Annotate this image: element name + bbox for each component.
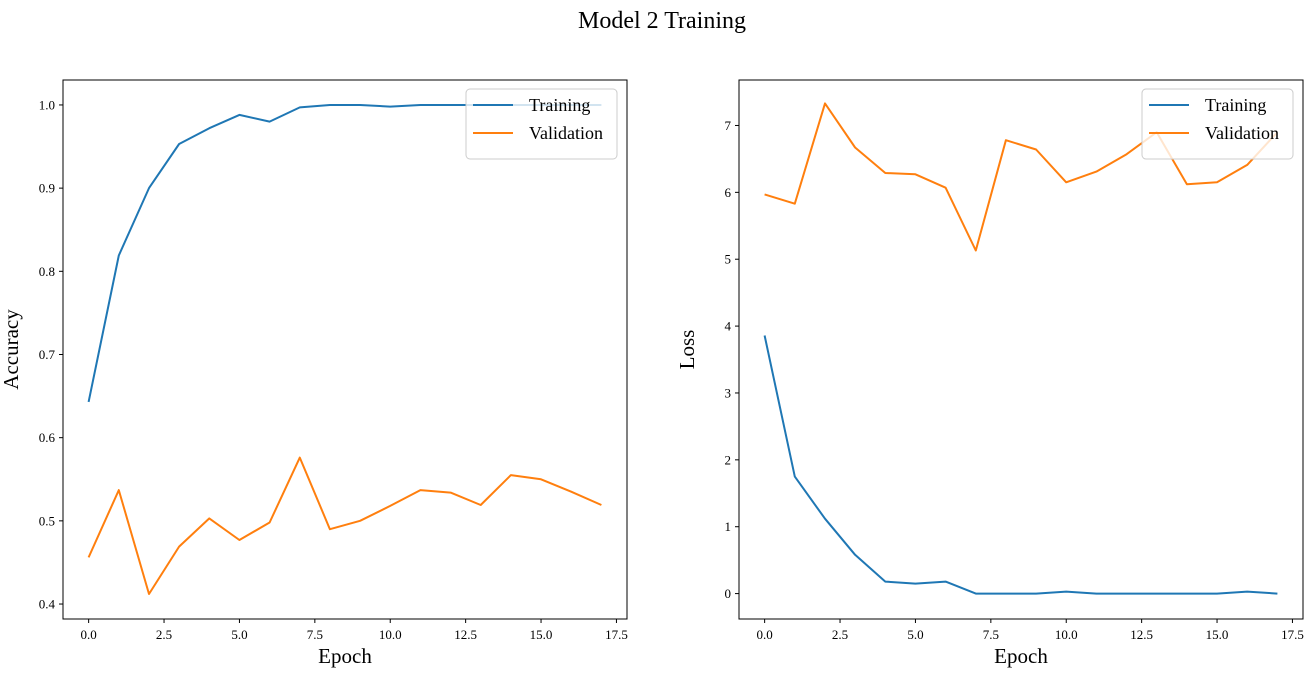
loss-x-tick-label: 7.5 <box>983 627 999 642</box>
accuracy-y-tick-label: 0.9 <box>39 181 55 196</box>
loss-series-validation-line <box>764 102 1279 252</box>
accuracy-y-tick-label: 0.5 <box>39 513 55 528</box>
accuracy-plot-frame <box>62 79 628 620</box>
loss-x-axis-label: Epoch <box>994 644 1048 668</box>
loss-y-tick-label: 0 <box>725 586 732 601</box>
loss-y-tick-label: 6 <box>725 185 732 200</box>
accuracy-legend-label-validation: Validation <box>529 123 603 143</box>
loss-y-tick-label: 7 <box>725 118 732 133</box>
loss-x-tick-label: 17.5 <box>1281 627 1304 642</box>
figure-title: Model 2 Training <box>578 8 746 34</box>
accuracy-legend-label-training: Training <box>529 95 590 115</box>
accuracy-y-tick-label: 0.8 <box>39 264 55 279</box>
loss-chart: 0.0 2.5 5.0 7.5 10.0 12.5 15.0 17.5 0 1 2 3 4 5 6 7 Epoc… <box>675 79 1304 668</box>
accuracy-y-tick-label: 0.4 <box>39 597 56 612</box>
accuracy-y-tick-label: 0.7 <box>39 347 56 362</box>
accuracy-x-tick-label: 7.5 <box>307 627 323 642</box>
loss-legend: Training Validation <box>1141 88 1294 160</box>
accuracy-legend-box <box>465 88 618 160</box>
accuracy-y-tick-label: 0.6 <box>39 430 56 445</box>
loss-x-tick-label: 2.5 <box>832 627 848 642</box>
accuracy-x-tick-label: 0.0 <box>81 627 97 642</box>
loss-plot-frame <box>738 79 1304 620</box>
loss-y-axis-label: Loss <box>675 330 699 370</box>
accuracy-y-axis-label: Accuracy <box>0 309 23 390</box>
accuracy-x-tick-label: 12.5 <box>454 627 477 642</box>
accuracy-x-tick-label: 17.5 <box>605 627 628 642</box>
accuracy-x-tick-label: 2.5 <box>156 627 172 642</box>
loss-x-tick-label: 0.0 <box>757 627 773 642</box>
loss-legend-label-training: Training <box>1205 95 1266 115</box>
accuracy-x-tick-label: 15.0 <box>530 627 553 642</box>
accuracy-series-validation-line <box>87 456 602 595</box>
accuracy-x-tick-label: 10.0 <box>379 627 402 642</box>
accuracy-y-tick-label: 1.0 <box>39 97 55 112</box>
accuracy-x-tick-label: 5.0 <box>231 627 247 642</box>
accuracy-x-axis-label: Epoch <box>318 644 372 668</box>
loss-y-tick-label: 5 <box>725 252 732 267</box>
loss-x-tick-label: 5.0 <box>907 627 923 642</box>
loss-legend-box <box>1141 88 1294 160</box>
loss-y-tick-label: 2 <box>725 452 732 467</box>
loss-legend-label-validation: Validation <box>1205 123 1279 143</box>
loss-x-tick-label: 12.5 <box>1130 627 1153 642</box>
loss-y-tick-label: 3 <box>725 385 732 400</box>
loss-x-tick-label: 15.0 <box>1206 627 1229 642</box>
loss-series-training-line <box>763 335 1278 595</box>
accuracy-chart: 0.0 2.5 5.0 7.5 10.0 12.5 15.0 17.5 0.4 0.5 0.6 0.7… <box>0 79 628 668</box>
accuracy-legend: Training Validation <box>465 88 618 160</box>
loss-x-tick-label: 10.0 <box>1055 627 1078 642</box>
loss-y-tick-label: 4 <box>725 319 732 334</box>
loss-y-tick-label: 1 <box>725 519 732 534</box>
